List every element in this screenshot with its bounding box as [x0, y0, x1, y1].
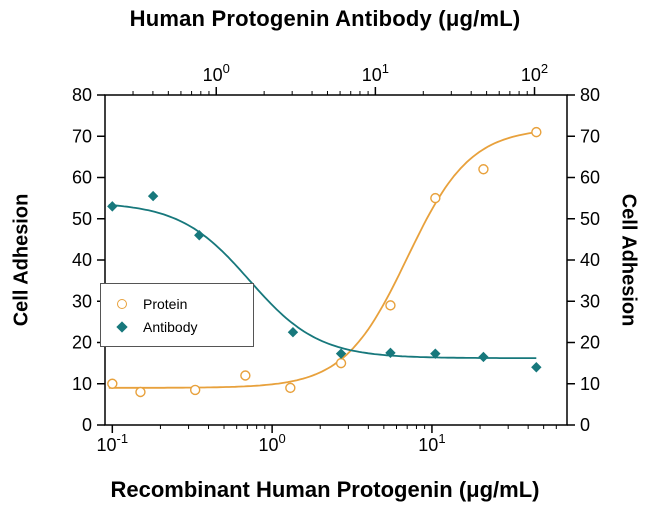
svg-text:100: 100 [203, 61, 230, 85]
svg-text:80: 80 [580, 85, 600, 105]
svg-text:20: 20 [72, 333, 92, 353]
legend-label-antibody: Antibody [143, 318, 198, 335]
right-y-axis-label: Cell Adhesion [617, 193, 640, 327]
svg-text:100: 100 [258, 431, 285, 455]
legend-marker-diamond [116, 320, 128, 333]
svg-text:30: 30 [580, 291, 600, 311]
svg-text:30: 30 [72, 291, 92, 311]
legend-item-protein: Protein [101, 297, 253, 311]
svg-text:10: 10 [72, 374, 92, 394]
svg-text:40: 40 [580, 250, 600, 270]
svg-text:40: 40 [72, 250, 92, 270]
svg-text:80: 80 [72, 85, 92, 105]
svg-text:50: 50 [580, 209, 600, 229]
svg-text:101: 101 [418, 431, 445, 455]
svg-text:10: 10 [580, 374, 600, 394]
svg-text:20: 20 [580, 333, 600, 353]
left-y-axis-label: Cell Adhesion [10, 193, 33, 327]
svg-text:102: 102 [521, 61, 548, 85]
legend-box: Protein Antibody [100, 283, 254, 347]
svg-text:70: 70 [72, 126, 92, 146]
svg-text:60: 60 [72, 168, 92, 188]
legend-marker-circle [117, 298, 127, 309]
svg-text:60: 60 [580, 168, 600, 188]
legend-item-antibody: Antibody [101, 320, 253, 334]
legend-label-protein: Protein [143, 295, 188, 312]
svg-text:70: 70 [580, 126, 600, 146]
svg-text:50: 50 [72, 209, 92, 229]
top-axis-title: Human Protogenin Antibody (μg/mL) [129, 6, 521, 31]
svg-text:10-1: 10-1 [97, 431, 129, 455]
svg-text:101: 101 [362, 61, 389, 85]
bottom-x-axis-label: Recombinant Human Protogenin (μg/mL) [110, 477, 540, 502]
svg-text:0: 0 [82, 415, 92, 435]
svg-text:0: 0 [580, 415, 590, 435]
